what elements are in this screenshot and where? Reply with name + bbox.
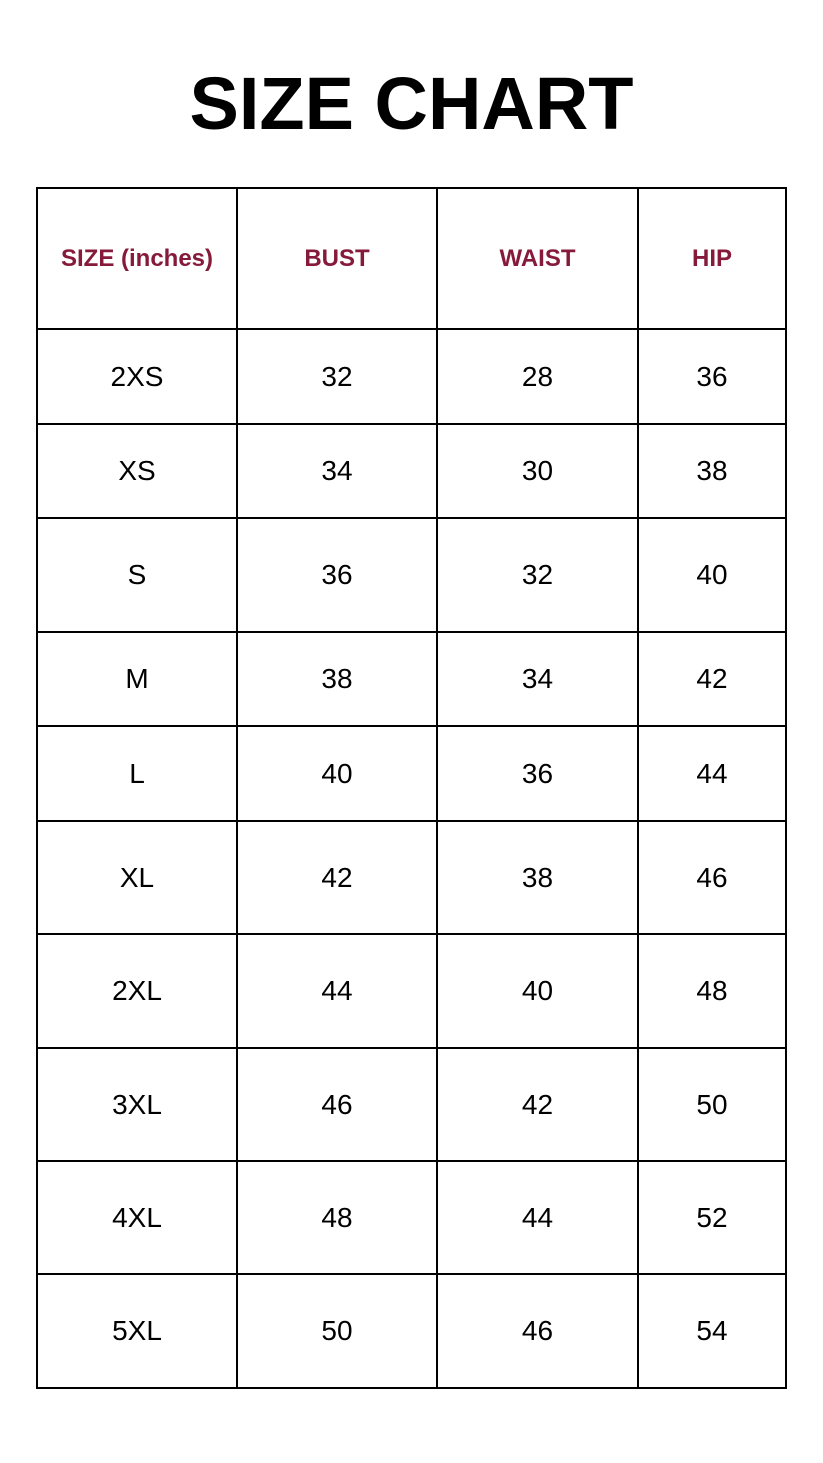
- table-row: M 38 34 42: [36, 631, 787, 727]
- table-row: 3XL 46 42 50: [36, 1047, 787, 1162]
- cell-size: M: [36, 631, 238, 727]
- header-bust: BUST: [236, 187, 438, 330]
- cell-size: 5XL: [36, 1273, 238, 1389]
- cell-bust: 38: [236, 631, 438, 727]
- table-row: L 40 36 44: [36, 725, 787, 822]
- cell-waist: 36: [436, 725, 639, 822]
- cell-bust: 34: [236, 423, 438, 519]
- cell-waist: 46: [436, 1273, 639, 1389]
- table-row: 5XL 50 46 54: [36, 1273, 787, 1389]
- header-waist: WAIST: [436, 187, 639, 330]
- cell-size: 4XL: [36, 1160, 238, 1275]
- table-row: 4XL 48 44 52: [36, 1160, 787, 1275]
- cell-hip: 40: [637, 517, 787, 633]
- cell-waist: 44: [436, 1160, 639, 1275]
- cell-bust: 50: [236, 1273, 438, 1389]
- cell-bust: 48: [236, 1160, 438, 1275]
- cell-size: 2XS: [36, 328, 238, 425]
- cell-waist: 38: [436, 820, 639, 935]
- table-row: XS 34 30 38: [36, 423, 787, 519]
- table-row: 2XS 32 28 36: [36, 328, 787, 425]
- cell-hip: 54: [637, 1273, 787, 1389]
- cell-waist: 32: [436, 517, 639, 633]
- cell-hip: 44: [637, 725, 787, 822]
- cell-hip: 48: [637, 933, 787, 1049]
- cell-waist: 40: [436, 933, 639, 1049]
- cell-bust: 32: [236, 328, 438, 425]
- cell-bust: 40: [236, 725, 438, 822]
- cell-size: S: [36, 517, 238, 633]
- cell-hip: 38: [637, 423, 787, 519]
- header-hip: HIP: [637, 187, 787, 330]
- size-chart-table: SIZE (inches) BUST WAIST HIP 2XS 32 28 36 XS…: [36, 187, 787, 1389]
- page-title: SIZE CHART: [189, 62, 634, 145]
- table-row: 2XL 44 40 48: [36, 933, 787, 1049]
- cell-size: L: [36, 725, 238, 822]
- header-row: SIZE (inches) BUST WAIST HIP: [36, 187, 787, 330]
- cell-waist: 42: [436, 1047, 639, 1162]
- cell-size: XL: [36, 820, 238, 935]
- cell-waist: 30: [436, 423, 639, 519]
- cell-bust: 42: [236, 820, 438, 935]
- cell-hip: 36: [637, 328, 787, 425]
- cell-bust: 44: [236, 933, 438, 1049]
- cell-hip: 50: [637, 1047, 787, 1162]
- cell-waist: 28: [436, 328, 639, 425]
- cell-bust: 46: [236, 1047, 438, 1162]
- table-row: S 36 32 40: [36, 517, 787, 633]
- cell-hip: 46: [637, 820, 787, 935]
- header-size: SIZE (inches): [36, 187, 238, 330]
- cell-size: 3XL: [36, 1047, 238, 1162]
- cell-hip: 52: [637, 1160, 787, 1275]
- table-row: XL 42 38 46: [36, 820, 787, 935]
- cell-size: 2XL: [36, 933, 238, 1049]
- cell-waist: 34: [436, 631, 639, 727]
- cell-size: XS: [36, 423, 238, 519]
- cell-hip: 42: [637, 631, 787, 727]
- cell-bust: 36: [236, 517, 438, 633]
